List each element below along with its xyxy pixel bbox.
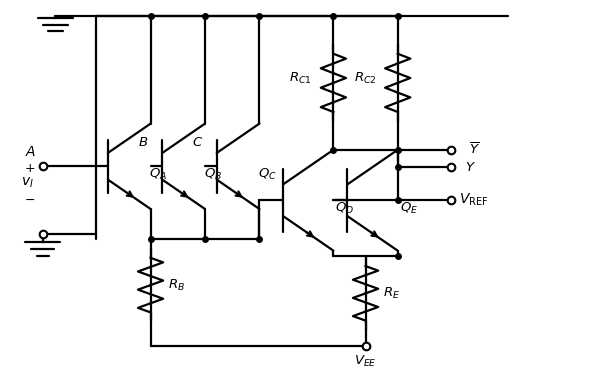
Text: $Q_A$: $Q_A$: [149, 166, 168, 182]
Text: $R_E$: $R_E$: [383, 286, 400, 301]
Text: $B$: $B$: [137, 135, 148, 148]
Text: $Y$: $Y$: [465, 161, 476, 174]
Text: $R_{C1}$: $R_{C1}$: [289, 70, 312, 85]
Text: $v_I$: $v_I$: [21, 176, 34, 190]
Text: $V_{\rm REF}$: $V_{\rm REF}$: [459, 192, 489, 208]
Text: $A$: $A$: [25, 145, 36, 159]
Text: $R_B$: $R_B$: [168, 278, 185, 293]
Text: $R_{C2}$: $R_{C2}$: [354, 70, 376, 85]
Text: $Q_C$: $Q_C$: [258, 166, 277, 182]
Text: $+$: $+$: [24, 162, 35, 175]
Text: $V_{EE}$: $V_{EE}$: [354, 354, 377, 369]
Text: $C$: $C$: [192, 135, 203, 148]
Text: $Q_B$: $Q_B$: [204, 166, 222, 182]
Text: $Q_E$: $Q_E$: [400, 201, 418, 216]
Text: $Q_D$: $Q_D$: [336, 201, 355, 216]
Text: $-$: $-$: [24, 193, 35, 206]
Text: $\overline{Y}$: $\overline{Y}$: [468, 142, 480, 158]
